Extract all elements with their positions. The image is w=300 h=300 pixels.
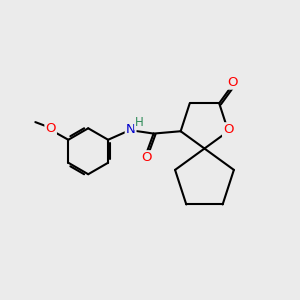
Text: O: O xyxy=(223,123,233,136)
Text: O: O xyxy=(227,76,238,89)
Text: H: H xyxy=(135,116,144,129)
Text: O: O xyxy=(45,122,56,135)
Text: O: O xyxy=(141,151,152,164)
Text: N: N xyxy=(126,123,136,136)
